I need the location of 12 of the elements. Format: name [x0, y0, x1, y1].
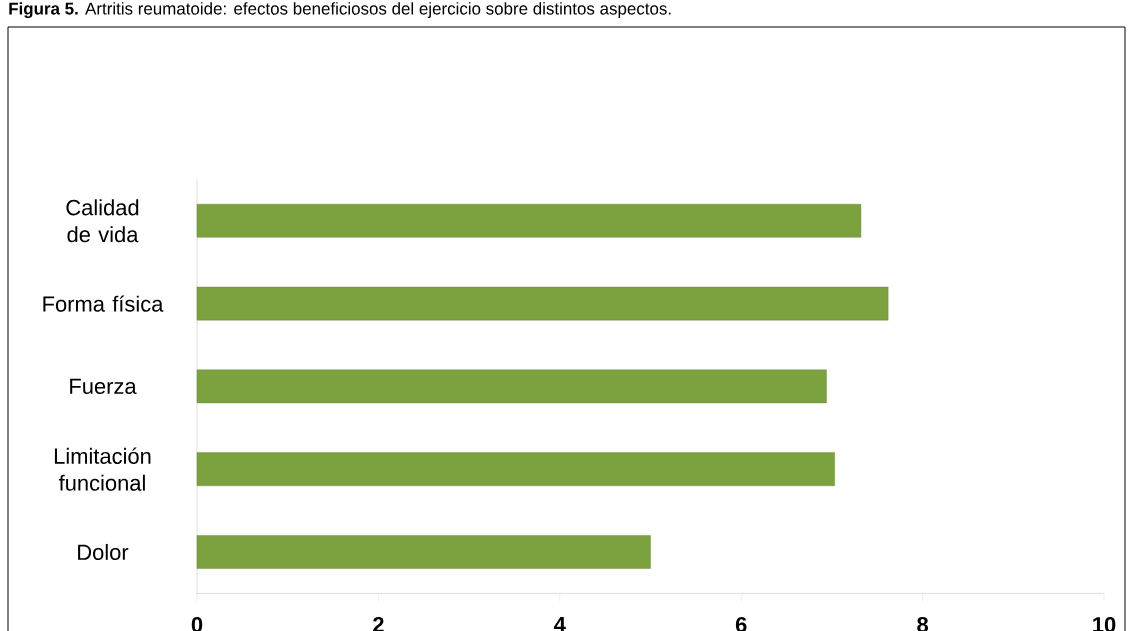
y-tick-label: Forma física — [43, 295, 164, 312]
chart-title: Figura 5. Artritis reumatoide: efectos beneficiosos del ejercicio sobre distintos aspectos. — [9, 2, 671, 19]
y-tick-label: Calidad de vida — [66, 199, 139, 243]
bar — [196, 535, 651, 569]
x-tick-label: 4 — [554, 616, 566, 631]
bar — [196, 286, 889, 321]
bar — [196, 204, 862, 238]
y-tick-label: Dolor — [78, 543, 129, 561]
bar — [196, 452, 835, 486]
y-tick-label: Fuerza — [70, 378, 137, 395]
y-tick-label: Limitación funcional — [54, 447, 151, 491]
bar — [196, 369, 827, 404]
